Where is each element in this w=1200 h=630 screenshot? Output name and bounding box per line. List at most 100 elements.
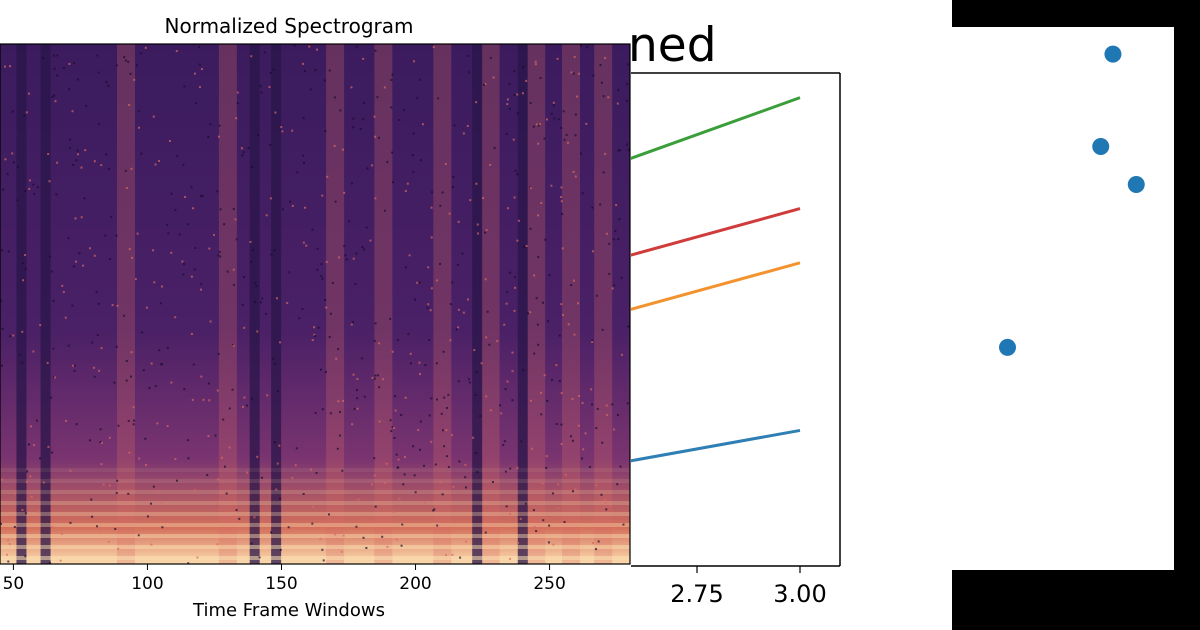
spectrogram-noise [115, 491, 118, 494]
spectrogram-noise [209, 123, 212, 126]
spectrogram-noise [273, 249, 276, 252]
spectrogram-noise [160, 285, 163, 288]
spectrogram-noise [250, 542, 253, 545]
spectrogram-noise [602, 95, 605, 98]
spectrogram-noise [214, 434, 217, 437]
spectrogram-dark-band [472, 44, 483, 564]
line-chart-axes [631, 72, 841, 567]
spectrogram-noise [341, 148, 344, 151]
spectrogram-noise [250, 166, 253, 169]
spectrogram-noise [71, 110, 74, 113]
spectrogram-noise [389, 317, 392, 320]
spectrogram-harmonic [0, 490, 630, 494]
spectrogram-noise [150, 543, 153, 546]
spectrogram-noise [591, 250, 594, 253]
spectrogram-noise [356, 407, 359, 410]
spectrogram-noise [351, 423, 354, 426]
spectrogram-noise [556, 57, 559, 60]
spectrogram-noise [452, 485, 455, 488]
spectrogram-noise [416, 97, 419, 100]
spectrogram-noise [0, 522, 3, 525]
spectrogram-noise [131, 256, 134, 259]
spectrogram-noise [260, 476, 263, 479]
spectrogram-noise [571, 397, 574, 400]
spectrogram-noise [408, 254, 411, 257]
spectrogram-noise [430, 287, 433, 290]
spectrogram-noise [24, 267, 27, 270]
spectrogram-noise [314, 335, 317, 338]
spectrogram-dark-band [249, 44, 260, 564]
spectrogram-noise [550, 184, 553, 187]
spectrogram-noise [603, 498, 606, 501]
spectrogram-noise [182, 273, 185, 276]
spectrogram-noise [581, 402, 584, 405]
spectrogram-noise [355, 525, 358, 528]
spectrogram-noise [225, 492, 228, 495]
spectrogram-noise [16, 199, 19, 202]
spectrogram-noise [574, 488, 577, 491]
spectrogram-noise [324, 371, 327, 374]
spectrogram-noise [314, 411, 317, 414]
spectrogram-noise [32, 350, 35, 353]
spectrogram-noise [430, 206, 433, 209]
spectrogram-noise [108, 167, 111, 170]
spectrogram-noise [618, 149, 621, 152]
spectrogram-noise [361, 246, 364, 249]
spectrogram-noise [166, 425, 169, 428]
spectrogram-noise [12, 518, 15, 521]
spectrogram-noise [617, 89, 620, 92]
spectrogram-noise [95, 291, 98, 294]
spectrogram-noise [7, 250, 10, 253]
spectrogram-noise [340, 550, 343, 553]
spectrogram-noise [386, 160, 389, 163]
spectrogram-noise [393, 395, 396, 398]
spectrogram-noise [374, 49, 377, 52]
spectrogram-noise [350, 182, 353, 185]
spectrogram-noise [398, 497, 401, 500]
spectrogram-noise [373, 377, 376, 380]
spectrogram-noise [218, 124, 221, 127]
spectrogram-noise [477, 232, 480, 235]
spectrogram-noise [600, 493, 603, 496]
spectrogram-noise [532, 125, 535, 128]
spectrogram-noise [456, 263, 459, 266]
spectrogram-noise [315, 471, 318, 474]
spectrogram-noise [374, 135, 377, 138]
spectrogram-x-tick-label: 50 [3, 574, 25, 594]
spectrogram-noise [159, 502, 162, 505]
spectrogram-noise [466, 54, 469, 57]
spectrogram-noise [352, 257, 355, 260]
spectrogram-noise [586, 46, 589, 49]
spectrogram-noise [96, 525, 99, 528]
spectrogram-noise [537, 142, 540, 145]
spectrogram-noise [144, 437, 147, 440]
spectrogram-noise [577, 302, 580, 305]
spectrogram-noise [396, 339, 399, 342]
spectrogram-noise [206, 474, 209, 477]
spectrogram-noise [265, 312, 268, 315]
spectrogram-noise [21, 330, 24, 333]
spectrogram-noise [611, 403, 614, 406]
spectrogram-x-tick-label: 100 [131, 574, 163, 594]
spectrogram-noise [466, 124, 469, 127]
spectrogram-noise [18, 354, 21, 357]
spectrogram-noise [590, 388, 593, 391]
scatter-plot-area [952, 27, 1174, 570]
spectrogram-noise [8, 543, 11, 546]
spectrogram-noise [166, 223, 169, 226]
spectrogram-noise [156, 489, 159, 492]
spectrogram-noise [193, 72, 196, 75]
spectrogram-harmonic [0, 501, 630, 505]
spectrogram-noise [383, 209, 386, 212]
spectrogram-noise [576, 517, 579, 520]
spectrogram-noise [348, 220, 351, 223]
spectrogram-noise [309, 468, 312, 471]
spectrogram-noise [9, 335, 12, 338]
spectrogram-noise [381, 535, 384, 538]
spectrogram-noise [394, 409, 397, 412]
spectrogram-noise [557, 483, 560, 486]
spectrogram-noise [418, 361, 421, 364]
spectrogram-noise [499, 404, 502, 407]
spectrogram-noise [542, 301, 545, 304]
spectrogram-noise [511, 399, 514, 402]
